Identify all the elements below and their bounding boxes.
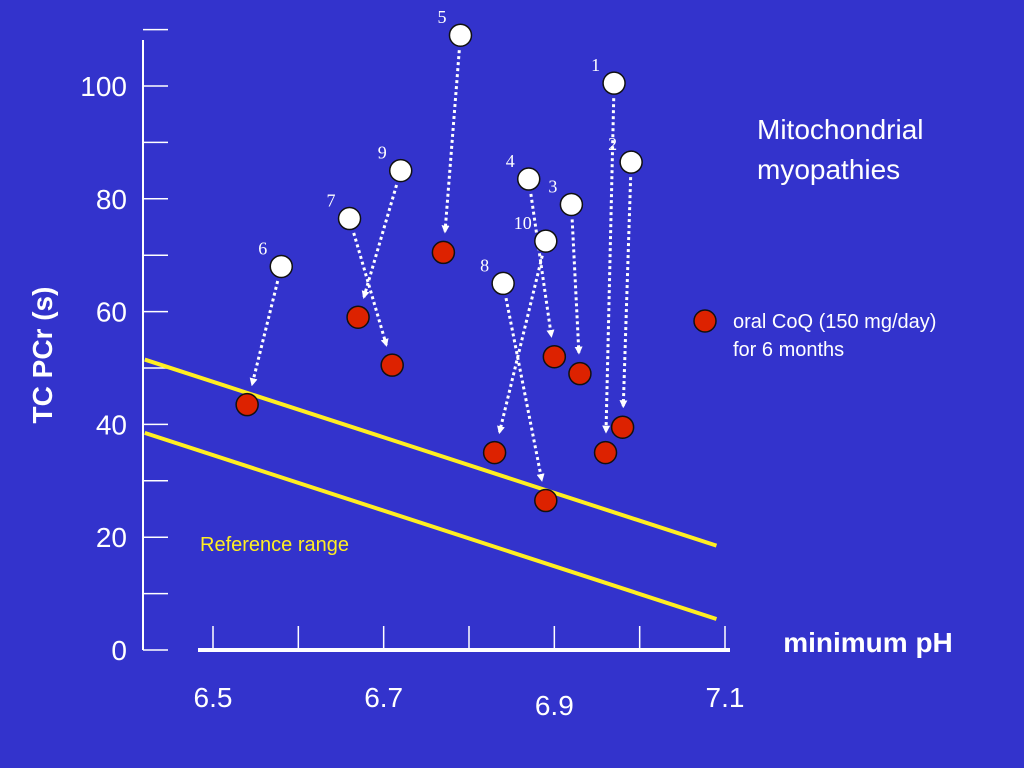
point-id-label-9: 9 bbox=[378, 143, 387, 163]
chart-title-line-1: Mitochondrial bbox=[757, 114, 924, 145]
baseline-point-3 bbox=[559, 192, 584, 217]
baseline-point-10 bbox=[534, 229, 558, 253]
arrow-2 bbox=[619, 177, 633, 409]
baseline-point-1 bbox=[602, 71, 626, 95]
data-markers bbox=[235, 23, 643, 513]
arrow-6 bbox=[249, 280, 280, 387]
arrow-1 bbox=[602, 98, 616, 434]
reference-range-lines bbox=[144, 357, 718, 621]
legend: oral CoQ (150 mg/day) for 6 months bbox=[693, 309, 942, 361]
reference-line-upper bbox=[144, 357, 718, 548]
treated-point-10 bbox=[482, 440, 507, 465]
x-tick-labels: 6.5 6.7 6.9 7.1 bbox=[194, 682, 745, 721]
treated-point-9 bbox=[346, 305, 370, 329]
y-axis-label: TC PCr (s) bbox=[27, 287, 58, 424]
x-tick-label-6.7: 6.7 bbox=[364, 682, 403, 713]
point-id-label-6: 6 bbox=[258, 238, 267, 258]
x-tick-label-6.9: 6.9 bbox=[535, 690, 574, 721]
arrow-5 bbox=[441, 50, 461, 234]
arrow-7 bbox=[352, 232, 389, 347]
baseline-point-8 bbox=[491, 271, 515, 296]
x-tick-marks bbox=[212, 626, 726, 650]
reference-range-label: Reference range bbox=[200, 534, 349, 556]
treated-point-3 bbox=[568, 361, 592, 386]
point-id-label-10: 10 bbox=[514, 213, 532, 233]
point-id-label-3: 3 bbox=[548, 176, 557, 196]
legend-label-line-1: oral CoQ (150 mg/day) bbox=[733, 311, 936, 333]
change-arrows bbox=[249, 50, 633, 482]
y-tick-label-0: 0 bbox=[111, 635, 127, 666]
treated-point-8 bbox=[534, 488, 558, 513]
baseline-point-6 bbox=[269, 254, 294, 279]
point-id-label-7: 7 bbox=[327, 191, 336, 211]
chart-title: Mitochondrial myopathies bbox=[757, 114, 931, 185]
baseline-point-4 bbox=[516, 167, 541, 191]
axes bbox=[142, 40, 730, 652]
x-axis-label: minimum pH bbox=[783, 627, 953, 658]
y-tick-label-20: 20 bbox=[96, 522, 127, 553]
x-tick-label-7.1: 7.1 bbox=[706, 682, 745, 713]
y-tick-label-100: 100 bbox=[80, 71, 127, 102]
reference-line-lower bbox=[144, 430, 718, 621]
treated-point-4 bbox=[542, 344, 567, 369]
treated-point-1 bbox=[593, 440, 618, 465]
y-tick-label-80: 80 bbox=[96, 184, 127, 215]
point-id-label-1: 1 bbox=[591, 55, 600, 75]
point-id-label-4: 4 bbox=[506, 151, 515, 171]
arrow-9 bbox=[361, 184, 398, 299]
treated-point-2 bbox=[610, 415, 635, 439]
point-id-labels: 1 2 3 4 5 6 7 8 9 10 bbox=[258, 7, 617, 275]
arrow-3 bbox=[570, 219, 583, 355]
x-tick-label-6.5: 6.5 bbox=[194, 682, 233, 713]
y-tick-marks bbox=[143, 28, 168, 651]
y-tick-label-60: 60 bbox=[96, 297, 127, 328]
arrow-8 bbox=[504, 297, 545, 482]
treated-point-5 bbox=[431, 240, 456, 265]
chart-title-line-2: myopathies bbox=[757, 154, 900, 185]
y-tick-labels: 0 20 40 60 80 100 bbox=[80, 71, 127, 666]
legend-label-line-2: for 6 months bbox=[733, 339, 844, 361]
point-id-label-5: 5 bbox=[437, 7, 446, 27]
point-id-label-8: 8 bbox=[480, 255, 489, 275]
baseline-point-9 bbox=[388, 158, 413, 183]
baseline-point-7 bbox=[337, 206, 362, 231]
baseline-point-5 bbox=[448, 23, 473, 47]
treated-point-7 bbox=[380, 353, 404, 377]
legend-marker bbox=[693, 309, 717, 333]
arrow-4 bbox=[529, 193, 555, 338]
baseline-point-2 bbox=[619, 150, 643, 174]
y-tick-label-40: 40 bbox=[96, 409, 127, 440]
point-id-label-2: 2 bbox=[608, 134, 617, 154]
treated-point-6 bbox=[235, 392, 259, 417]
arrow-10 bbox=[497, 255, 544, 435]
legend-label: oral CoQ (150 mg/day) for 6 months bbox=[733, 311, 942, 361]
